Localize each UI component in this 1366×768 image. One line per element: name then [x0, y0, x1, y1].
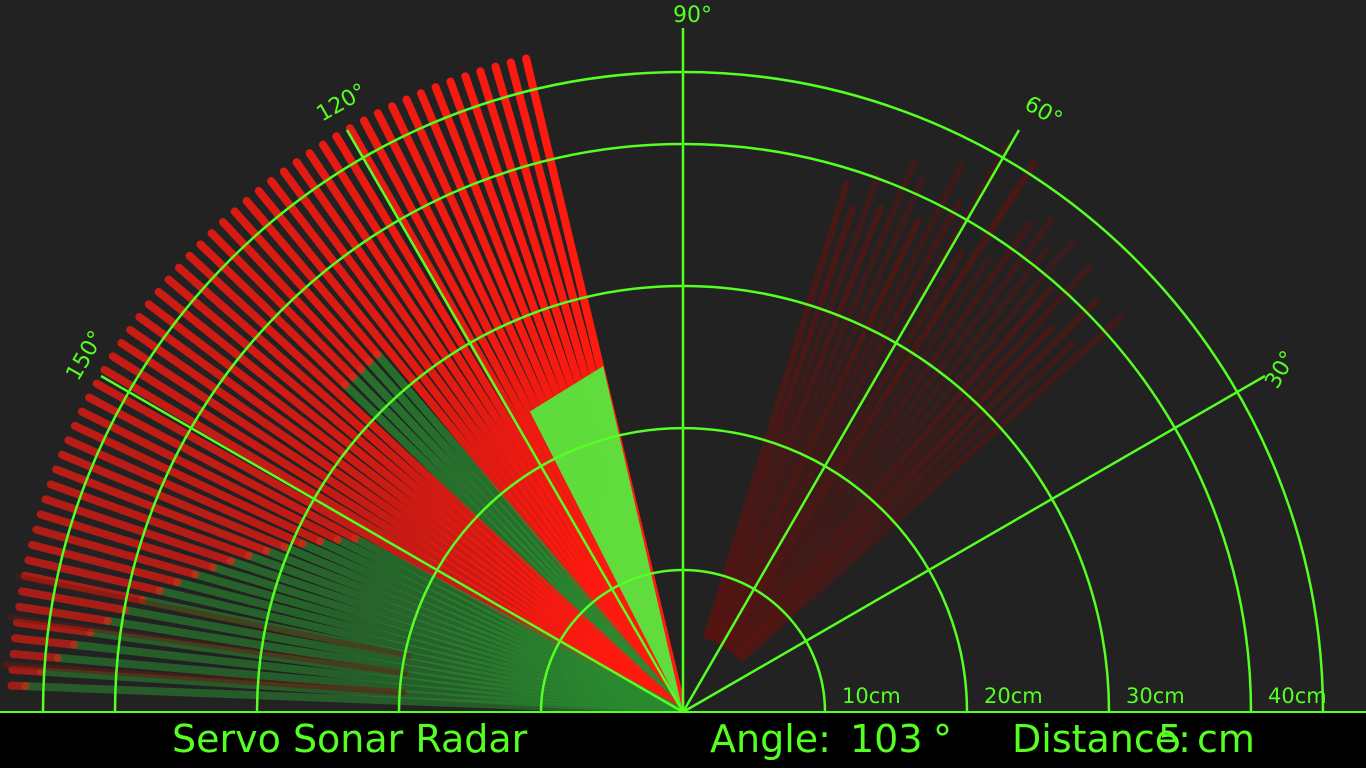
faded-trail	[725, 220, 1034, 651]
spoke-30	[682, 374, 1266, 714]
object-trail	[207, 229, 357, 381]
angle-lines	[100, 28, 1266, 714]
faded-trail	[737, 340, 1077, 661]
faded-trail	[727, 216, 1055, 652]
object-trail	[242, 197, 382, 359]
distance-value: 5	[1158, 717, 1183, 761]
faded-trail	[728, 245, 1052, 653]
object-trail	[70, 421, 325, 546]
faded-trail	[706, 173, 882, 641]
faded-trail	[717, 199, 962, 646]
object-trail	[36, 510, 218, 572]
faded-trail	[714, 218, 922, 644]
angle-label: Angle:	[710, 717, 831, 761]
object-trail	[52, 465, 271, 555]
object-trail	[58, 450, 289, 551]
radar-grid	[0, 28, 1366, 714]
faded-trail	[736, 298, 1100, 660]
app-title: Servo Sonar Radar	[172, 717, 528, 761]
faded-trail	[708, 204, 885, 642]
spoke-150	[100, 374, 684, 714]
faded-trail	[6, 614, 409, 677]
faded-trail	[13, 573, 412, 660]
spoke-120	[345, 129, 685, 713]
object-trail	[20, 571, 147, 605]
object-trail	[7, 681, 30, 691]
object-trail	[17, 587, 129, 615]
faded-trail	[705, 205, 856, 640]
object-trail	[218, 218, 365, 374]
faded-trail	[731, 285, 1054, 656]
object-trail	[85, 393, 360, 543]
object-trail	[46, 480, 253, 560]
object-trail	[77, 407, 342, 544]
faded-trail	[720, 249, 965, 648]
angle-value: 103	[850, 717, 923, 761]
faded-trail	[722, 159, 1038, 649]
object-trail	[32, 525, 200, 579]
range-label-10cm: 10cm	[842, 684, 901, 708]
faded-trail	[738, 314, 1124, 662]
object-trail	[15, 602, 112, 625]
angle-unit: °	[933, 717, 952, 761]
clear-trail	[21, 682, 678, 716]
object-trail	[24, 556, 164, 595]
faded-trail	[715, 161, 966, 645]
faded-trail	[710, 158, 918, 642]
object-trail	[12, 618, 95, 637]
object-trail	[11, 634, 79, 649]
object-trail	[8, 665, 46, 676]
range-label-20cm: 20cm	[984, 684, 1043, 708]
object-trail	[28, 540, 182, 587]
object-trail	[9, 650, 62, 662]
faded-trail	[733, 263, 1093, 657]
angle-label-90: 90°	[673, 3, 712, 28]
spoke-60	[681, 129, 1021, 713]
faded-trail	[1, 661, 407, 696]
object-trail	[196, 240, 350, 389]
distance-unit: cm	[1197, 717, 1255, 761]
faded-trail	[703, 179, 851, 640]
faded-trail	[724, 256, 992, 650]
object-trail	[230, 207, 374, 366]
faded-trail	[730, 236, 1077, 654]
faded-trail	[712, 177, 926, 643]
faded-trail	[734, 325, 1055, 658]
angle-label-60: 60°	[1020, 92, 1066, 133]
range-label-30cm: 30cm	[1126, 684, 1185, 708]
angle-label-30: 30°	[1261, 347, 1302, 393]
distance-label: Distance:	[1012, 717, 1191, 761]
object-trail	[64, 436, 307, 548]
sweep-trails	[1, 54, 1124, 716]
status-bar: Servo Sonar Radar Angle: 103 ° Distance:…	[0, 713, 1366, 768]
range-label-40cm: 40cm	[1268, 684, 1327, 708]
